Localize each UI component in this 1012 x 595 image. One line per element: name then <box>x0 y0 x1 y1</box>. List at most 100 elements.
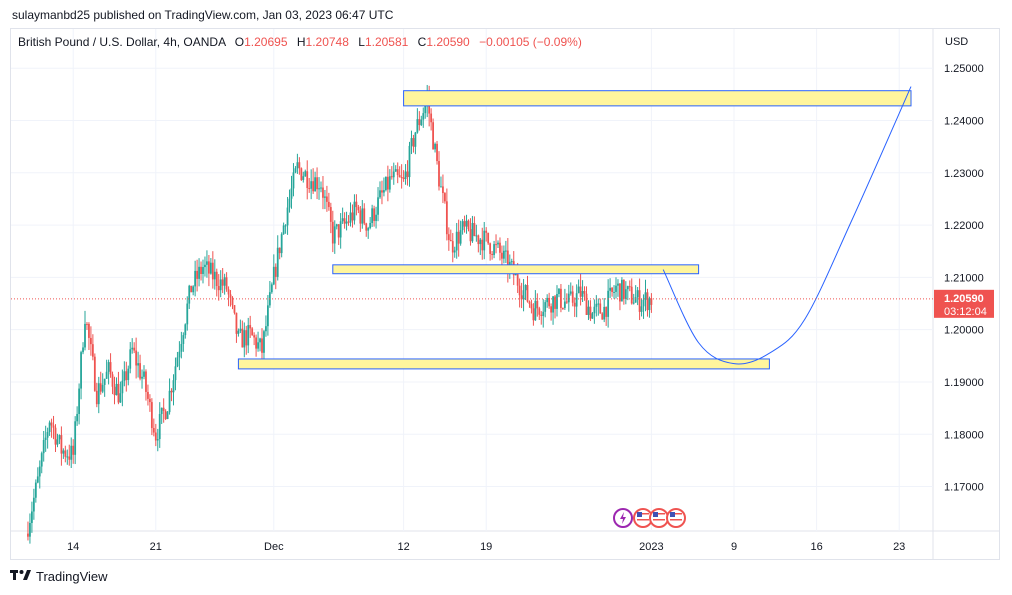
candle-body <box>119 393 122 403</box>
candle-body <box>451 241 454 253</box>
candle-body <box>581 290 584 297</box>
candle-body <box>385 176 387 191</box>
candle-body <box>219 279 222 291</box>
candle-body <box>137 363 139 366</box>
candle-body <box>78 388 80 414</box>
candle-body <box>556 293 558 309</box>
candle-body <box>54 427 57 445</box>
x-tick-label: 12 <box>397 541 409 553</box>
candle-body <box>518 285 521 296</box>
candle-body <box>467 220 470 230</box>
candle-body <box>243 330 246 348</box>
candle-body <box>386 176 389 190</box>
candle-body <box>449 239 452 242</box>
candle-body <box>355 201 358 208</box>
candle-body <box>204 264 206 268</box>
candle-body <box>68 456 71 460</box>
candle-body <box>42 439 45 454</box>
candle-body <box>438 161 440 187</box>
candle-body <box>298 162 301 169</box>
candle-body <box>316 177 318 190</box>
candle-body <box>29 522 31 537</box>
open-value: 1.20695 <box>244 35 288 49</box>
flag-stripe <box>637 513 649 515</box>
candle-body <box>95 390 98 405</box>
symbol-name[interactable]: British Pound / U.S. Dollar, 4h, OANDA <box>18 35 226 49</box>
footer-branding[interactable]: TradingView <box>10 568 108 584</box>
candle-body <box>292 172 295 189</box>
candle-body <box>174 366 177 381</box>
us-flag-event-icon[interactable] <box>666 508 686 528</box>
support-resistance-zone[interactable] <box>403 90 912 107</box>
y-tick-label: 1.23000 <box>944 168 984 180</box>
candle-body <box>626 286 629 290</box>
candle-body <box>131 347 134 350</box>
candle-body <box>284 225 287 227</box>
candle-body <box>56 439 59 445</box>
candle-body <box>211 262 214 280</box>
candle-body <box>359 210 362 224</box>
candle-body <box>318 188 320 190</box>
candle-body <box>135 350 138 366</box>
candle-body <box>605 306 608 317</box>
candle-body <box>198 266 200 279</box>
candle-body <box>634 297 637 303</box>
candle-body <box>406 171 409 178</box>
support-resistance-zone[interactable] <box>237 358 770 370</box>
candle-body <box>333 226 336 244</box>
candle-body <box>267 305 269 327</box>
chart-frame <box>10 28 1000 560</box>
high-value: 1.20748 <box>305 35 349 49</box>
candle-body <box>388 176 391 190</box>
candle-body <box>274 266 277 277</box>
projection-curve[interactable] <box>662 86 912 365</box>
candle-body <box>404 171 407 180</box>
candle-body <box>84 323 86 348</box>
candle-body <box>532 308 535 321</box>
candle-body <box>304 171 307 177</box>
candle-body <box>182 335 185 344</box>
candle-body <box>286 207 289 226</box>
candle-body <box>115 383 118 396</box>
us-flag-event-icon[interactable] <box>649 508 669 528</box>
candle-body <box>481 239 484 251</box>
candle-body <box>282 225 285 235</box>
candle-body <box>86 323 88 325</box>
x-tick-label: 23 <box>893 541 905 553</box>
candle-body <box>101 384 104 392</box>
candle-body <box>263 331 265 353</box>
support-resistance-zone[interactable] <box>332 264 700 275</box>
candle-body <box>105 371 108 379</box>
x-tick-label: 21 <box>150 541 162 553</box>
candle-body <box>520 295 523 300</box>
candle-body <box>194 270 197 287</box>
candle-body <box>46 432 49 438</box>
candle-body <box>569 291 572 294</box>
candle-body <box>544 302 547 312</box>
candle-body <box>133 347 136 351</box>
candle-body <box>619 283 621 302</box>
candle-body <box>489 243 492 254</box>
candle-body <box>461 221 464 231</box>
y-tick-label: 1.17000 <box>944 482 984 494</box>
flag-stripe <box>670 516 682 518</box>
candle-body <box>400 176 403 178</box>
candle-body <box>573 302 576 307</box>
candle-body <box>621 279 623 302</box>
candle-body <box>485 230 488 233</box>
candle-body <box>188 285 191 304</box>
candle-body <box>636 290 639 298</box>
candle-body <box>552 296 554 313</box>
candle-body <box>306 171 309 189</box>
candle-body <box>503 250 505 259</box>
candle-body <box>483 230 486 251</box>
candle-body <box>613 291 615 293</box>
candle-body <box>180 343 183 352</box>
candle-body <box>369 223 372 229</box>
candle-body <box>213 271 216 280</box>
candle-body <box>522 290 525 300</box>
price-axis-currency: USD <box>945 36 968 48</box>
candle-body <box>80 352 82 389</box>
candle-body <box>349 212 352 223</box>
